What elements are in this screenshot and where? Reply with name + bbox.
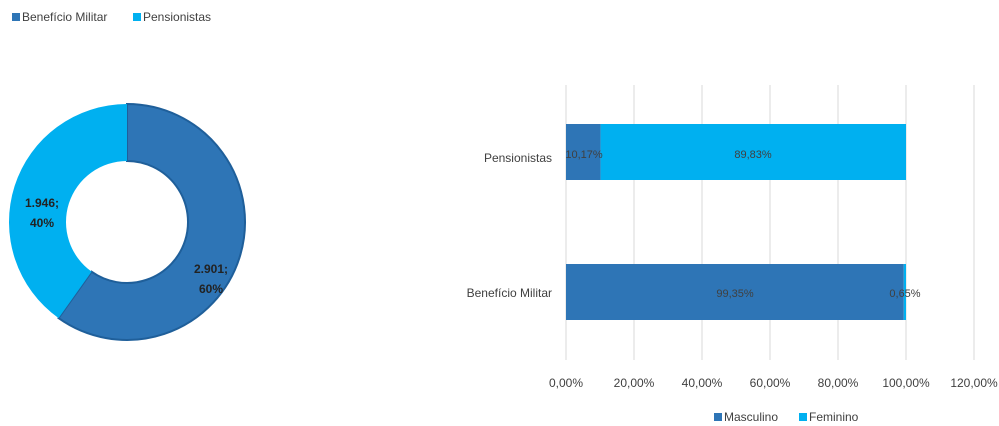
bar-legend-swatch-masculino [714,413,722,421]
donut-legend-label-beneficio-militar: Benefício Militar [22,10,107,24]
bar-label-beneficio-feminino: 0,65% [889,288,920,300]
bar-x-tick-label: 40,00% [682,376,723,390]
bar-beneficio-militar-feminino [903,264,906,320]
bar-legend-label-masculino: Masculino [724,410,778,424]
bar-category-label-beneficio-militar: Benefício Militar [467,286,552,300]
donut-slices [9,102,246,341]
bar-x-tick-label: 60,00% [750,376,791,390]
bar-legend: Masculino Feminino [714,410,859,424]
bar-x-tick-label: 80,00% [818,376,859,390]
bar-label-pensionistas-masculino: 10,17% [565,149,603,161]
donut-label-pensionistas-percent: 40% [30,216,54,230]
donut-slice-beneficio-militar [57,102,246,341]
bar-beneficio-militar-masculino [566,264,904,320]
bar-chart: 0,00% 20,00% 40,00% 60,00% 80,00% 100,00% 120,… [467,85,998,424]
bar-legend-label-feminino: Feminino [809,410,859,424]
donut-chart: Benefício Militar Pensionistas 1.946; 40… [9,10,246,341]
bar-x-tick-label: 0,00% [549,376,583,390]
donut-legend: Benefício Militar Pensionistas [12,10,211,24]
bar-pensionistas-feminino [600,124,906,180]
bar-x-tick-label: 100,00% [882,376,930,390]
donut-legend-label-pensionistas: Pensionistas [143,10,211,24]
donut-label-beneficio-percent: 60% [199,282,223,296]
bar-label-pensionistas-feminino: 89,83% [734,149,772,161]
bar-category-label-pensionistas: Pensionistas [484,151,552,165]
bar-data-labels: 10,17% 89,83% 99,35% 0,65% [565,149,920,300]
bar-category-labels: Pensionistas Benefício Militar [467,151,552,300]
bar-legend-item-feminino: Feminino [799,410,859,424]
bar-label-beneficio-masculino: 99,35% [716,288,754,300]
donut-legend-swatch-beneficio-militar [12,13,20,21]
bar-legend-swatch-feminino [799,413,807,421]
bar-x-tick-label: 20,00% [614,376,655,390]
donut-label-pensionistas-value: 1.946; [25,196,59,210]
donut-legend-item-beneficio-militar: Benefício Militar [12,10,107,24]
donut-label-beneficio-value: 2.901; [194,262,228,276]
bar-x-tick-labels: 0,00% 20,00% 40,00% 60,00% 80,00% 100,00% 120,… [549,376,998,390]
bar-segments [566,124,906,320]
bar-x-tick-label: 120,00% [950,376,998,390]
donut-slice-pensionistas [9,104,127,319]
bar-legend-item-masculino: Masculino [714,410,778,424]
donut-data-labels: 1.946; 40% 2.901; 60% [25,196,228,296]
donut-legend-swatch-pensionistas [133,13,141,21]
bar-pensionistas-masculino [566,124,601,180]
donut-legend-item-pensionistas: Pensionistas [133,10,211,24]
